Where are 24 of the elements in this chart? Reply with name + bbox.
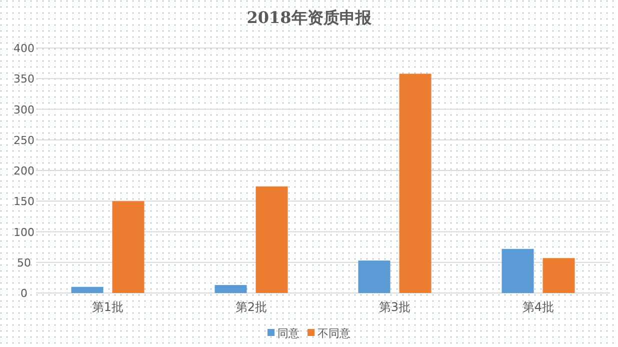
bar xyxy=(256,186,288,293)
y-tick-label: 300 xyxy=(14,103,34,116)
chart-title: 2018年资质申报 xyxy=(246,8,372,27)
x-tick-label: 第4批 xyxy=(522,300,554,314)
bar xyxy=(214,285,247,293)
x-tick-label: 第2批 xyxy=(235,300,268,314)
bar xyxy=(112,201,144,293)
x-tick-label: 第1批 xyxy=(92,300,124,314)
bar xyxy=(358,260,390,293)
y-tick-label: 400 xyxy=(14,42,34,55)
x-tick-label: 第3批 xyxy=(378,300,411,314)
y-tick-label: 200 xyxy=(14,164,34,178)
y-tick-label: 0 xyxy=(20,287,28,300)
legend-label: 同意 xyxy=(278,327,300,340)
bar xyxy=(502,248,534,293)
y-tick-label: 150 xyxy=(14,195,34,208)
legend-label: 不同意 xyxy=(318,327,350,340)
bar xyxy=(542,258,575,293)
y-tick-label: 100 xyxy=(14,226,34,239)
bar xyxy=(71,286,104,293)
bar xyxy=(399,74,432,293)
y-tick-label: 250 xyxy=(14,134,34,147)
y-tick-label: 50 xyxy=(17,256,31,270)
y-tick-label: 350 xyxy=(14,72,34,86)
